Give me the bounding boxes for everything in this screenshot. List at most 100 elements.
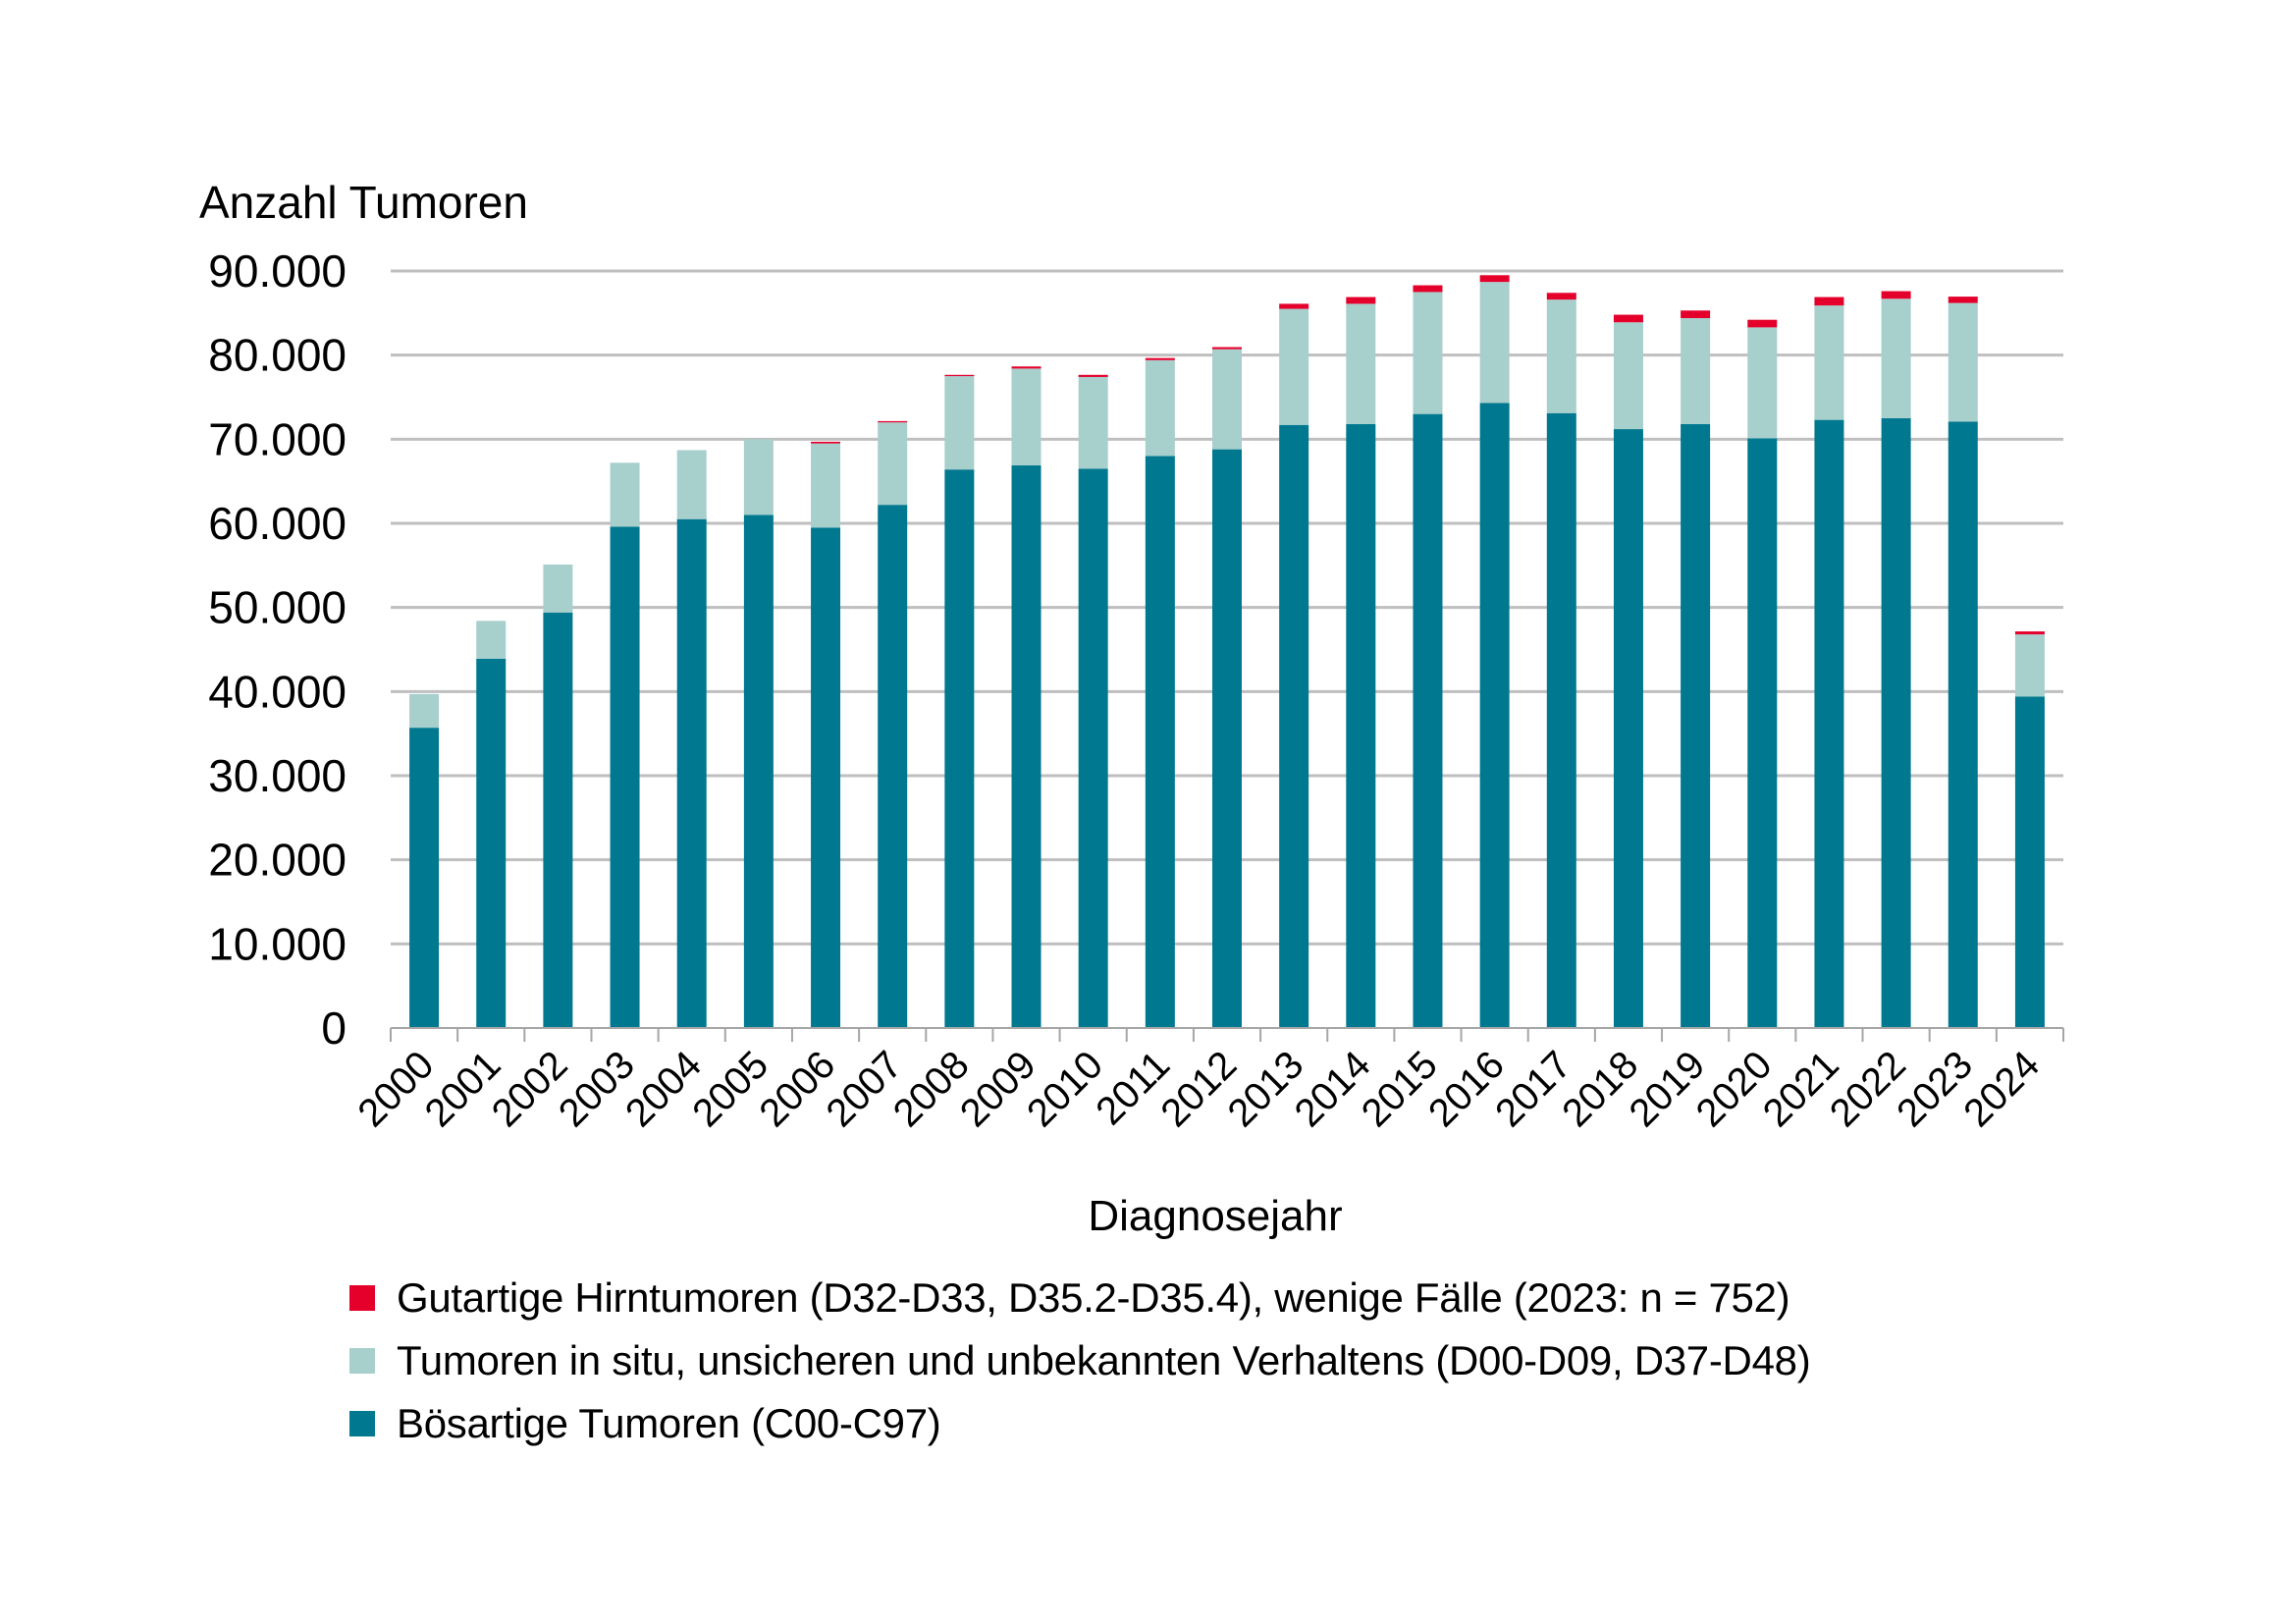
bar-segment-2014-s1: [1346, 303, 1376, 424]
bar-segment-2022-s2: [1881, 291, 1911, 299]
bar-segment-2020-s2: [1747, 319, 1778, 328]
x-tick-label: 2018: [1554, 1043, 1646, 1135]
bar-segment-2010-s0: [1078, 468, 1108, 1029]
bar-segment-2005-s0: [743, 514, 774, 1028]
legend-swatch: [349, 1348, 375, 1374]
bar-segment-2008-s0: [944, 469, 975, 1028]
x-tick-label: 2011: [1088, 1043, 1178, 1133]
legend-item: Tumoren in situ, unsicheren und unbekann…: [349, 1329, 1811, 1392]
bar-segment-2000-s1: [409, 693, 440, 729]
bar-segment-2019-s1: [1681, 317, 1711, 424]
legend-label: Gutartige Hirntumoren (D32-D33, D35.2-D3…: [397, 1274, 1790, 1321]
bar-segment-2008-s1: [944, 376, 975, 470]
y-tick-label: 60.000: [208, 498, 347, 549]
y-axis-title: Anzahl Tumoren: [199, 177, 528, 228]
legend-label: Bösartige Tumoren (C00-C97): [397, 1400, 941, 1446]
bar-segment-2009-s1: [1011, 368, 1041, 465]
bar-segment-2004-s1: [676, 450, 707, 519]
bar-segment-2018-s2: [1613, 314, 1643, 323]
bar-segment-2013-s1: [1279, 308, 1309, 425]
y-tick-label: 90.000: [208, 245, 347, 297]
x-tick-label: 2020: [1688, 1043, 1781, 1135]
x-tick-label: 2006: [751, 1043, 843, 1135]
x-tick-label: 2008: [885, 1043, 978, 1135]
bar-segment-2022-s1: [1881, 298, 1911, 418]
x-tick-label: 2021: [1755, 1043, 1847, 1135]
bar-segment-2007-s2: [878, 420, 908, 423]
bar-segment-2000-s0: [409, 728, 440, 1028]
y-tick-label: 10.000: [208, 918, 347, 969]
bar-segment-2014-s0: [1346, 423, 1376, 1028]
bar-segment-2007-s0: [878, 505, 908, 1028]
bar-segment-2012-s0: [1212, 449, 1242, 1028]
bar-segment-2019-s2: [1681, 310, 1711, 318]
bar-segment-2022-s0: [1881, 417, 1911, 1029]
bar-segment-2011-s0: [1145, 456, 1175, 1028]
bar-segment-2013-s0: [1279, 424, 1309, 1028]
y-tick-label: 0: [321, 1002, 347, 1054]
bar-segment-2004-s0: [676, 518, 707, 1028]
bar-segment-2016-s2: [1479, 275, 1510, 283]
bar-segment-2016-s0: [1479, 403, 1510, 1028]
x-tick-label: 2010: [1019, 1043, 1111, 1135]
bar-segment-2015-s1: [1413, 292, 1443, 414]
bar-segment-2023-s2: [1948, 297, 1978, 303]
bar-segment-2023-s1: [1948, 302, 1978, 422]
bar-segment-2012-s1: [1212, 349, 1242, 450]
y-tick-label: 40.000: [208, 666, 347, 717]
y-axis-ticks: 0 10.000 20.000 30.000 40.000 50.000 60.000 70.…: [208, 245, 347, 1054]
x-tick-label: 2001: [417, 1043, 509, 1135]
legend-swatch: [349, 1411, 375, 1436]
bar-segment-2018-s0: [1613, 429, 1643, 1028]
bar-segment-2024-s1: [2014, 634, 2045, 697]
x-tick-label: 2024: [1955, 1043, 2048, 1135]
bar-segment-2014-s2: [1346, 297, 1376, 304]
y-tick-label: 30.000: [208, 750, 347, 801]
bar-segment-2024-s0: [2014, 696, 2045, 1028]
bar-segment-2009-s2: [1011, 366, 1041, 369]
legend: Gutartige Hirntumoren (D32-D33, D35.2-D3…: [349, 1267, 1811, 1455]
x-tick-label: 2022: [1822, 1043, 1914, 1135]
bar-segment-2018-s1: [1613, 322, 1643, 430]
x-tick-label: 2023: [1889, 1043, 1981, 1135]
x-tick-label: 2012: [1152, 1043, 1245, 1135]
bar-segment-2024-s2: [2014, 631, 2045, 635]
bar-segment-2002-s1: [543, 564, 573, 613]
bar-segment-2021-s0: [1814, 419, 1844, 1028]
bar-segment-2021-s2: [1814, 297, 1844, 306]
x-axis: [390, 1027, 2064, 1042]
x-tick-label: 2000: [349, 1043, 442, 1135]
bar-segment-2002-s0: [543, 612, 573, 1028]
bar-segment-2012-s2: [1212, 347, 1242, 350]
bar-segment-2009-s0: [1011, 464, 1041, 1028]
bar-segment-2011-s2: [1145, 357, 1175, 360]
x-tick-label: 2019: [1621, 1043, 1713, 1135]
bar-segment-2020-s1: [1747, 327, 1778, 439]
bar-segment-2015-s0: [1413, 413, 1443, 1029]
x-tick-label: 2003: [551, 1043, 643, 1135]
bar-segment-2010-s2: [1078, 374, 1108, 377]
x-axis-title: Diagnosejahr: [1088, 1192, 1342, 1240]
bar-segment-2005-s1: [743, 439, 774, 515]
bar-segment-2016-s1: [1479, 282, 1510, 404]
bar-segment-2008-s2: [944, 374, 975, 377]
y-tick-label: 70.000: [208, 413, 347, 464]
y-tick-label: 20.000: [208, 835, 347, 886]
bar-segment-2001-s0: [476, 658, 507, 1028]
bars: [409, 275, 2045, 1029]
legend-item: Bösartige Tumoren (C00-C97): [349, 1392, 1810, 1455]
bar-segment-2006-s0: [811, 527, 841, 1028]
bar-segment-2019-s0: [1681, 423, 1711, 1028]
x-tick-label: 2007: [819, 1043, 911, 1135]
legend-item: Gutartige Hirntumoren (D32-D33, D35.2-D3…: [349, 1267, 1810, 1329]
x-tick-label: 2005: [684, 1043, 776, 1135]
y-tick-label: 50.000: [208, 582, 347, 633]
x-tick-label: 2013: [1219, 1043, 1311, 1135]
bar-segment-2023-s0: [1948, 421, 1978, 1028]
x-tick-label: 2016: [1420, 1043, 1513, 1135]
bar-segment-2006-s1: [811, 443, 841, 528]
x-tick-label: 2009: [952, 1043, 1044, 1135]
bar-segment-2003-s0: [610, 526, 640, 1028]
bar-segment-2013-s2: [1279, 303, 1309, 309]
